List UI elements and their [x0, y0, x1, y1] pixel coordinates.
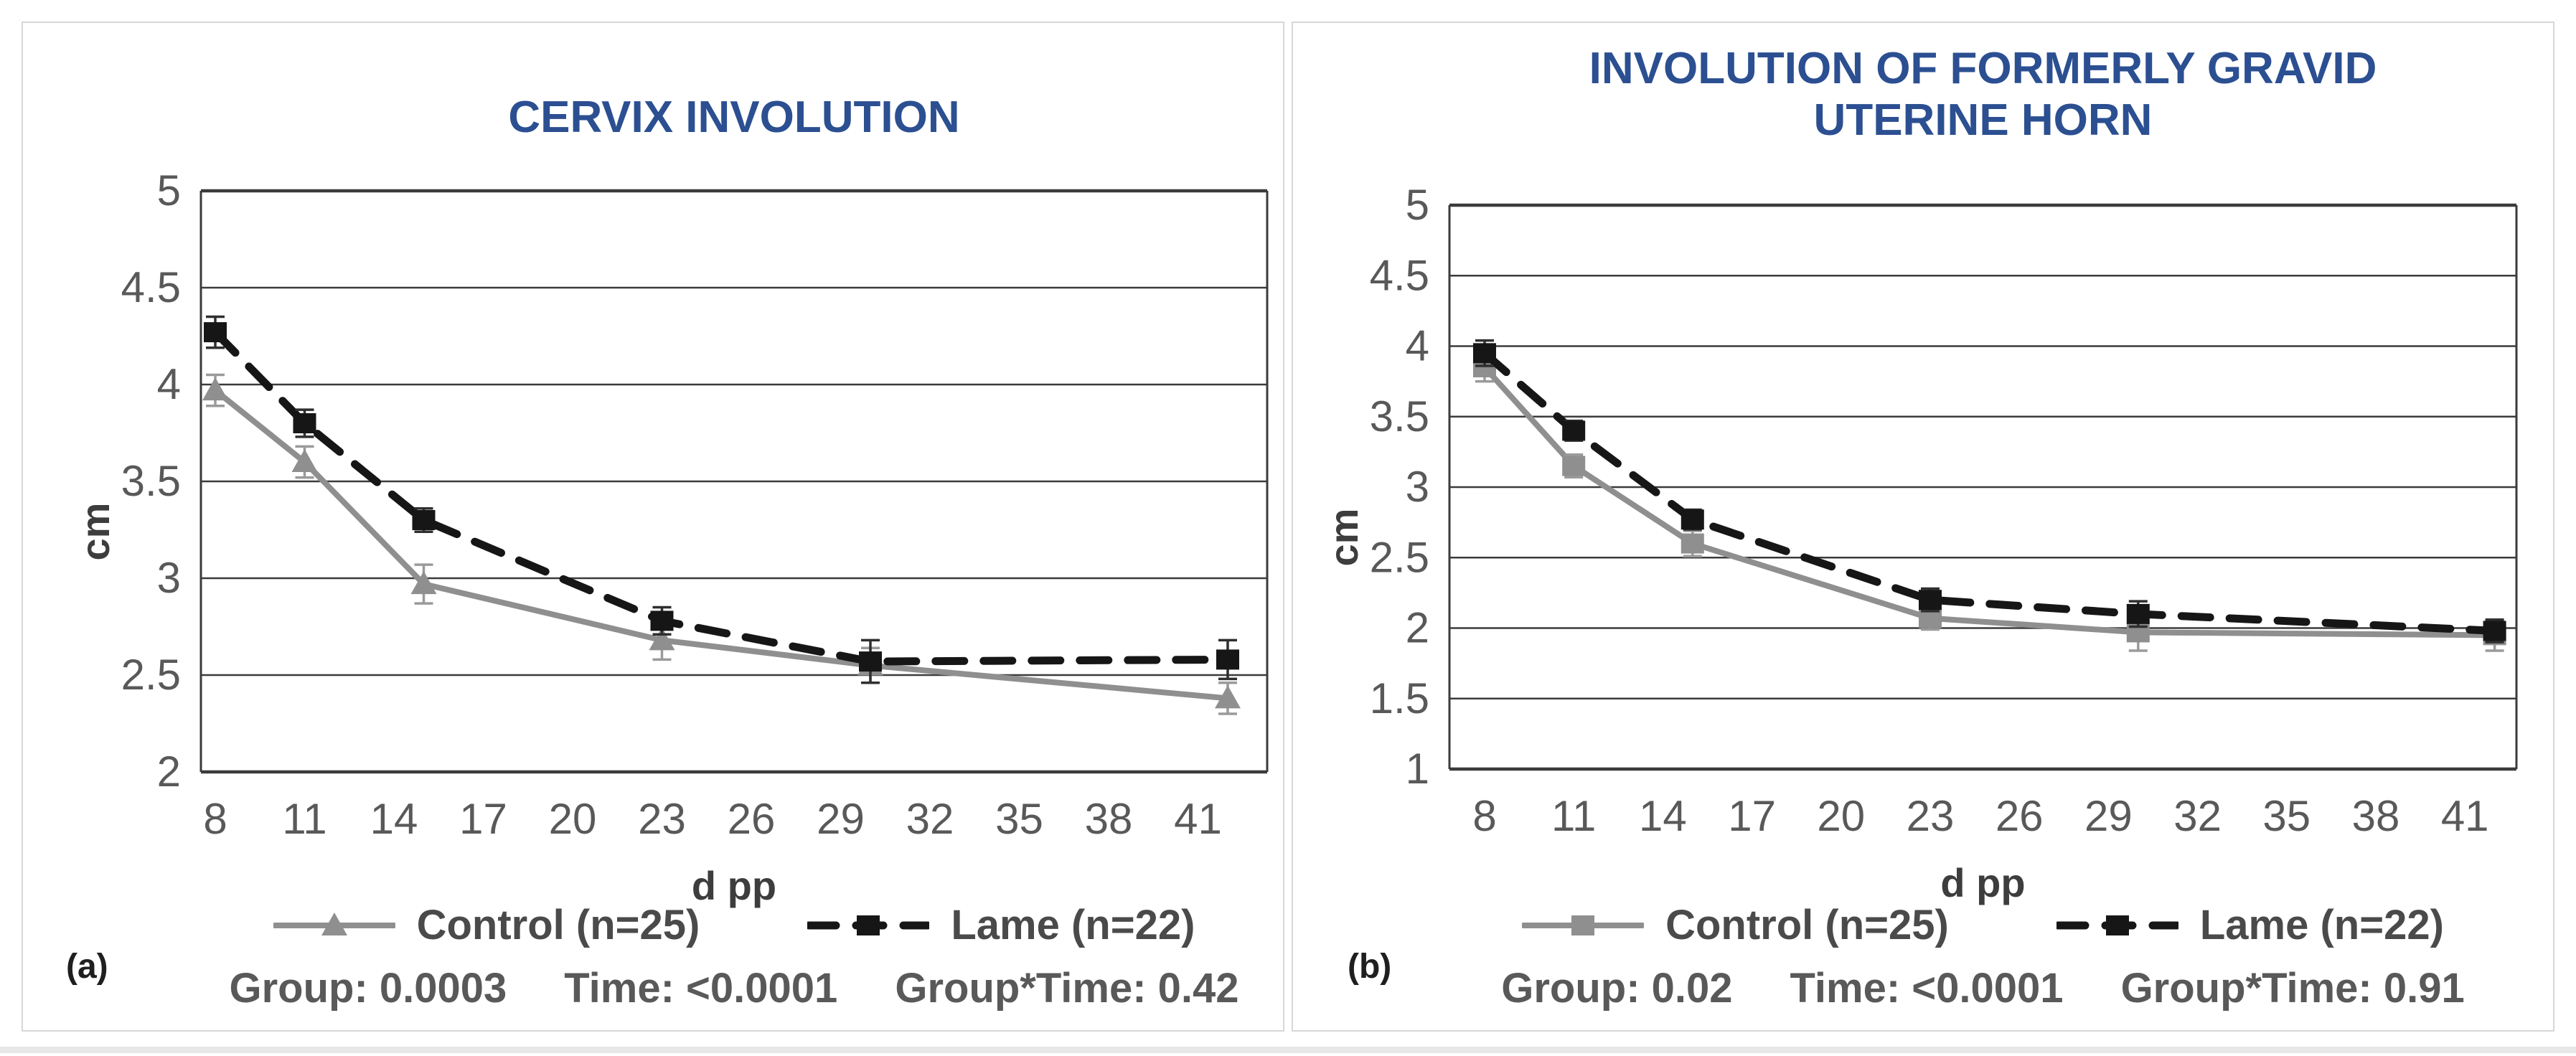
- panel-a-stats: Group: 0.0003 Time: <0.0001 Group*Time: …: [201, 964, 1267, 1012]
- svg-text:11: 11: [282, 795, 326, 843]
- svg-text:35: 35: [995, 795, 1043, 843]
- legend-label-lame: Lame (n=22): [951, 902, 1195, 948]
- panel-b: INVOLUTION OF FORMERLY GRAVID UTERINE HO…: [1292, 22, 2554, 1032]
- legend-item-lame: Lame (n=22): [807, 901, 1195, 949]
- x-axis-tick-labels: 8 11 14 17 20 23 26 29 32 35 38 41: [1472, 792, 2488, 840]
- svg-text:41: 41: [2441, 792, 2489, 840]
- panel-a-title-line1: CERVIX INVOLUTION: [508, 93, 960, 142]
- error-bars: [206, 315, 1237, 684]
- svg-text:2: 2: [1406, 604, 1429, 652]
- svg-text:38: 38: [1085, 795, 1133, 843]
- panel-b-stats: Group: 0.02 Time: <0.0001 Group*Time: 0.…: [1449, 964, 2516, 1012]
- chart-b-canvas: 1 1.5 2 2.5 3 3.5 4 4.5 5 8 11 14 17 20 23 26 29 32 35 38 41…: [1321, 181, 2518, 905]
- svg-text:38: 38: [2352, 792, 2400, 840]
- axis-titles: d pp cm: [72, 503, 776, 908]
- x-axis-tick-labels: 8 11 14 17 20 23 26 29 32 35 38 41: [203, 795, 1222, 843]
- lame-dashed-line-marker-icon: [807, 915, 930, 935]
- control-line-marker-icon: [273, 912, 395, 935]
- panel-b-corner-label: (b): [1348, 948, 1392, 986]
- svg-text:3: 3: [1406, 463, 1429, 511]
- svg-text:32: 32: [906, 795, 954, 843]
- y-axis-tick-labels: 2 2.5 3 3.5 4 4.5 5: [121, 166, 181, 796]
- panel-a: CERVIX INVOLUTION 2 2.5 3 3.5 4 4.5 5 8 11 14 17 20…: [22, 22, 1284, 1032]
- legend-item-control: Control (n=25): [1522, 901, 1949, 949]
- svg-text:3: 3: [157, 554, 181, 602]
- svg-text:4: 4: [1406, 322, 1429, 370]
- svg-text:29: 29: [817, 795, 865, 843]
- svg-text:23: 23: [638, 795, 686, 843]
- legend-item-lame: Lame (n=22): [2056, 901, 2444, 949]
- error-bars: [1475, 339, 2504, 644]
- square-data-markers: [1473, 343, 2506, 641]
- panel-b-title-line1: INVOLUTION OF FORMERLY GRAVID: [1589, 44, 2377, 93]
- svg-text:26: 26: [1996, 792, 2044, 840]
- panel-b-title: INVOLUTION OF FORMERLY GRAVID UTERINE HO…: [1449, 43, 2516, 146]
- panel-a-legend: Control (n=25) Lame (n=22): [201, 901, 1267, 949]
- legend-item-control: Control (n=25): [273, 901, 700, 949]
- page-bottom-divider: [0, 1047, 2576, 1053]
- svg-text:cm: cm: [1321, 509, 1366, 567]
- stats-interaction: Group*Time: 0.42: [895, 965, 1239, 1012]
- panel-b-title-line2: UTERINE HORN: [1813, 95, 2153, 145]
- gridlines: [1449, 203, 2516, 771]
- svg-text:5: 5: [157, 166, 181, 214]
- svg-text:2.5: 2.5: [121, 651, 181, 699]
- legend-label-control: Control (n=25): [416, 902, 700, 948]
- svg-text:26: 26: [728, 795, 776, 843]
- chart-a-canvas: 2 2.5 3 3.5 4 4.5 5 8 11 14 17 20 23 26 29 32 35 38 41 d pp…: [72, 166, 1269, 908]
- stats-time: Time: <0.0001: [564, 965, 838, 1012]
- svg-text:23: 23: [1907, 792, 1955, 840]
- svg-text:17: 17: [1728, 792, 1776, 840]
- svg-text:11: 11: [1551, 792, 1596, 840]
- svg-text:35: 35: [2262, 792, 2311, 840]
- svg-text:32: 32: [2173, 792, 2222, 840]
- square-data-markers: [204, 322, 1239, 672]
- stats-group: Group: 0.02: [1501, 965, 1733, 1012]
- series-lame: [1473, 339, 2506, 644]
- svg-text:20: 20: [549, 795, 597, 843]
- svg-text:3.5: 3.5: [121, 457, 181, 505]
- plot-frame: [199, 191, 1269, 772]
- panel-a-corner-label: (a): [66, 948, 108, 986]
- svg-text:41: 41: [1174, 795, 1222, 843]
- svg-text:29: 29: [2084, 792, 2133, 840]
- svg-text:3.5: 3.5: [1370, 392, 1429, 440]
- svg-text:20: 20: [1817, 792, 1865, 840]
- svg-text:d pp: d pp: [1940, 860, 2025, 905]
- series-lame: [204, 315, 1239, 684]
- plot-frame: [1448, 205, 2518, 769]
- svg-text:8: 8: [1472, 792, 1496, 840]
- svg-text:4.5: 4.5: [1370, 251, 1429, 299]
- svg-text:d pp: d pp: [692, 863, 776, 908]
- svg-text:4: 4: [157, 360, 181, 408]
- svg-text:14: 14: [1639, 792, 1687, 840]
- stats-group: Group: 0.0003: [229, 965, 507, 1012]
- svg-text:17: 17: [459, 795, 507, 843]
- panel-b-legend: Control (n=25) Lame (n=22): [1449, 901, 2516, 949]
- legend-label-control: Control (n=25): [1665, 902, 1949, 948]
- svg-text:1: 1: [1406, 745, 1429, 793]
- svg-text:4.5: 4.5: [121, 263, 181, 311]
- stats-time: Time: <0.0001: [1790, 965, 2064, 1012]
- stats-interaction: Group*Time: 0.91: [2120, 965, 2465, 1012]
- svg-text:8: 8: [203, 795, 227, 843]
- lame-dashed-line-marker-icon: [2056, 915, 2178, 935]
- control-line-marker-icon: [1522, 915, 1645, 935]
- svg-text:1.5: 1.5: [1370, 674, 1429, 722]
- legend-label-lame: Lame (n=22): [2199, 902, 2444, 948]
- svg-text:2: 2: [157, 748, 181, 796]
- svg-text:14: 14: [370, 795, 418, 843]
- axis-titles: d pp cm: [1321, 509, 2026, 905]
- svg-text:5: 5: [1406, 181, 1429, 229]
- svg-text:2.5: 2.5: [1370, 533, 1429, 581]
- svg-text:cm: cm: [72, 503, 118, 561]
- y-axis-tick-labels: 1 1.5 2 2.5 3 3.5 4 4.5 5: [1370, 181, 1429, 793]
- panel-a-title: CERVIX INVOLUTION: [201, 92, 1267, 143]
